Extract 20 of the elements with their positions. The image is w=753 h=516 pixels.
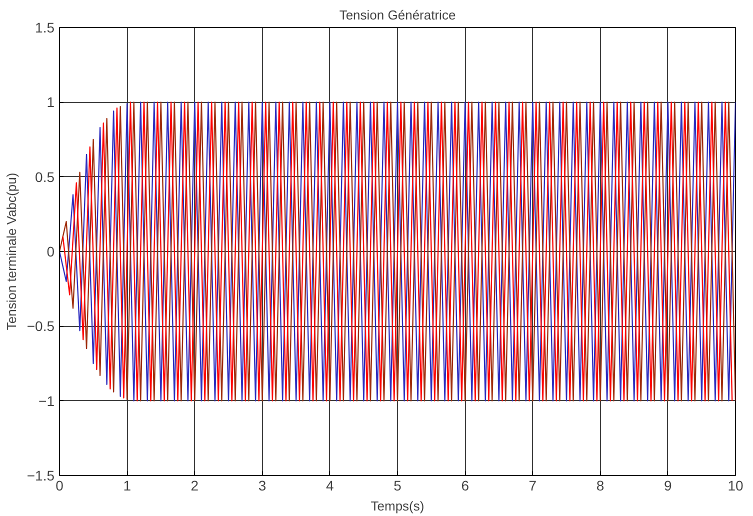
y-tick-label: 0 bbox=[46, 244, 55, 260]
x-tick-label: 9 bbox=[664, 478, 672, 494]
x-tick-label: 6 bbox=[461, 478, 470, 494]
x-tick-label: 10 bbox=[728, 478, 744, 494]
x-tick-label: 1 bbox=[123, 478, 132, 494]
y-tick-label: −1 bbox=[38, 392, 55, 409]
y-tick-label: 1.5 bbox=[35, 20, 55, 36]
y-axis-title: Tension terminale Vabc(pu) bbox=[4, 172, 19, 330]
x-tick-label: 4 bbox=[326, 478, 334, 494]
y-tick-label: 0.5 bbox=[35, 168, 55, 185]
x-tick-label: 3 bbox=[258, 478, 266, 494]
y-tick-label: −0.5 bbox=[26, 318, 55, 334]
x-tick-label: 8 bbox=[596, 478, 604, 494]
x-tick-label: 2 bbox=[190, 478, 199, 494]
x-axis-title: Temps(s) bbox=[370, 498, 424, 514]
x-tick-label: 7 bbox=[528, 478, 537, 494]
chart-title: Tension Génératrice bbox=[339, 8, 456, 22]
x-tick-label: 5 bbox=[394, 478, 402, 494]
y-tick-label: −1.5 bbox=[26, 468, 55, 484]
y-tick-label: 1 bbox=[46, 94, 55, 110]
